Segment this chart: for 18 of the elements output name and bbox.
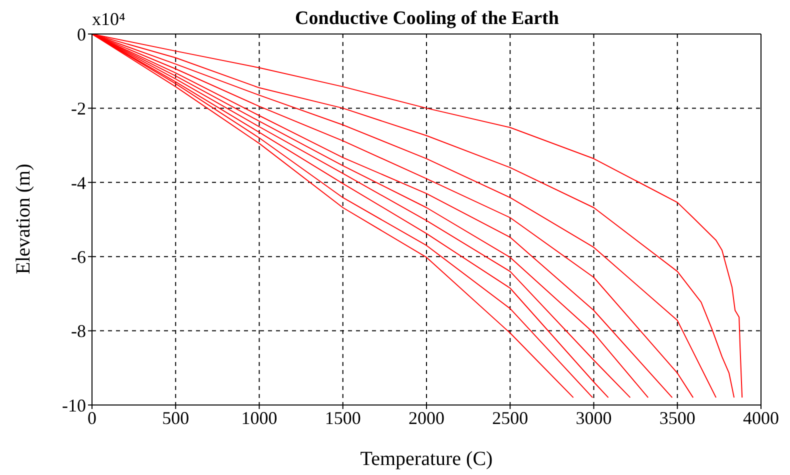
text: x10⁴ — [92, 9, 126, 30]
y-tick-label: -4 — [71, 172, 86, 193]
y-tick-label: -8 — [71, 321, 86, 342]
x-tick-label: 2500 — [492, 408, 528, 428]
y-tick-label: 0 — [77, 24, 86, 44]
x-tick-label: 1000 — [241, 408, 278, 428]
x-axis-title: Temperature (C) — [360, 448, 493, 470]
x-tick-label: 1500 — [324, 408, 361, 428]
x-tick-label: 3000 — [576, 408, 612, 428]
x-tick-label: 3500 — [659, 408, 696, 428]
y-tick-label: -6 — [71, 246, 86, 267]
x-tick-label: 500 — [162, 408, 190, 428]
x-tick-label: 2000 — [408, 408, 444, 428]
y-axis-title: Elevation (m) — [12, 164, 36, 274]
chart-title: Conductive Cooling of the Earth — [295, 8, 559, 29]
x-tick-label: 4000 — [743, 408, 779, 428]
y-tick-label: -10 — [62, 395, 86, 416]
y-tick-label: -2 — [71, 98, 86, 119]
